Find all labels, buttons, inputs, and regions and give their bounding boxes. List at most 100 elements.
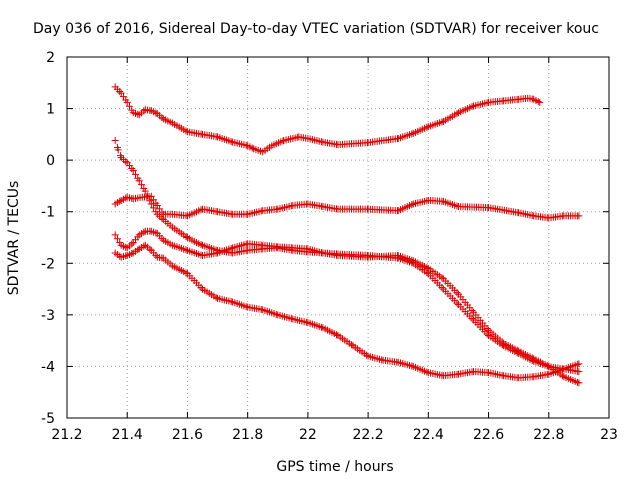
y-tick-label: 2 — [46, 50, 55, 66]
data-point — [483, 325, 491, 333]
data-point — [197, 241, 205, 249]
data-point — [138, 181, 146, 189]
y-tick-label: -5 — [41, 411, 55, 427]
data-point — [575, 379, 583, 387]
data-point — [152, 109, 160, 117]
data-point — [182, 232, 190, 240]
grid — [67, 57, 609, 418]
x-tick-label: 22.4 — [413, 427, 444, 443]
data-point — [134, 246, 142, 254]
y-tick-label: 1 — [46, 102, 55, 118]
data-point — [113, 235, 121, 243]
data-point — [140, 242, 148, 250]
axis-ticks: 21.2 21.4 21.6 21.8 22 22.2 22.4 22.6 22.8 23 -5 -4… — [41, 50, 618, 443]
data-point — [182, 246, 190, 254]
data-point — [134, 110, 142, 118]
data-point — [543, 362, 551, 370]
data-point — [111, 231, 119, 239]
y-tick-label: -2 — [41, 256, 55, 272]
data-point — [408, 256, 416, 264]
data-point — [573, 360, 581, 368]
data-point — [227, 138, 235, 146]
data-point — [573, 378, 581, 386]
data-point — [182, 269, 190, 277]
data-point — [158, 234, 166, 242]
data-point — [132, 170, 140, 178]
data-point — [158, 214, 166, 222]
x-tick-label: 22.2 — [353, 427, 384, 443]
data-point — [317, 323, 325, 331]
data-point — [111, 137, 119, 145]
x-axis-label: GPS time / hours — [276, 459, 393, 475]
chart-title: Day 036 of 2016, Sidereal Day-to-day VTE… — [33, 21, 599, 37]
data-point — [146, 245, 154, 253]
data-point — [528, 354, 536, 362]
data-point — [150, 204, 158, 212]
data-point — [123, 98, 131, 106]
data-point — [212, 293, 220, 301]
data-point — [147, 200, 155, 208]
data-point — [408, 201, 416, 209]
data-point — [423, 264, 431, 272]
data-point — [438, 118, 446, 126]
data-point — [129, 166, 137, 174]
plot-frame — [66, 56, 610, 419]
data-point — [122, 157, 130, 165]
y-tick-label: -3 — [41, 308, 55, 324]
data-point — [125, 102, 133, 110]
data-point — [453, 202, 461, 210]
data-point — [438, 274, 446, 282]
data-point — [423, 123, 431, 131]
data-point — [536, 98, 544, 106]
data-point — [423, 368, 431, 376]
data-point — [146, 197, 154, 205]
x-tick-label: 21.6 — [172, 427, 203, 443]
x-tick-label: 21.4 — [112, 427, 143, 443]
y-tick-label: -1 — [41, 205, 55, 221]
data-point — [468, 103, 476, 111]
x-tick-label: 22.6 — [473, 427, 504, 443]
data-point — [558, 372, 566, 380]
data-point — [498, 338, 506, 346]
y-axis-label: SDTVAR / TECUs — [6, 181, 22, 296]
data-point — [182, 127, 190, 135]
x-tick-label: 23 — [600, 427, 618, 443]
data-point — [135, 177, 143, 185]
data-point — [152, 229, 160, 237]
data-point — [575, 368, 583, 376]
data-point — [242, 303, 250, 311]
series-satellite-4 — [111, 227, 583, 387]
x-tick-label: 21.2 — [51, 427, 82, 443]
data-point — [116, 197, 124, 205]
data-point — [468, 306, 476, 314]
data-point — [158, 114, 166, 122]
data-point — [453, 299, 461, 307]
x-tick-label: 22.8 — [533, 427, 564, 443]
data-point — [534, 98, 542, 106]
data-point — [128, 240, 136, 248]
data-point — [348, 341, 356, 349]
series-satellite-1 — [111, 83, 544, 156]
data-point — [128, 250, 136, 258]
y-tick-label: -4 — [41, 359, 55, 375]
data-point — [272, 310, 280, 318]
data-point — [575, 360, 583, 368]
y-tick-label: 0 — [46, 153, 55, 169]
data-point — [227, 244, 235, 252]
data-point — [122, 243, 130, 251]
series-satellite-2 — [111, 192, 583, 222]
data-point — [558, 366, 566, 374]
series-satellite-5 — [111, 241, 583, 382]
x-tick-label: 21.8 — [232, 427, 263, 443]
data-point — [197, 284, 205, 292]
data-point — [140, 228, 148, 236]
data-point — [114, 146, 122, 154]
data-point — [144, 192, 152, 200]
data-points — [111, 83, 583, 387]
data-point — [453, 110, 461, 118]
data-point — [116, 88, 124, 96]
data-point — [513, 346, 521, 354]
data-point — [575, 212, 583, 220]
x-tick-label: 22 — [299, 427, 317, 443]
data-point — [408, 130, 416, 138]
